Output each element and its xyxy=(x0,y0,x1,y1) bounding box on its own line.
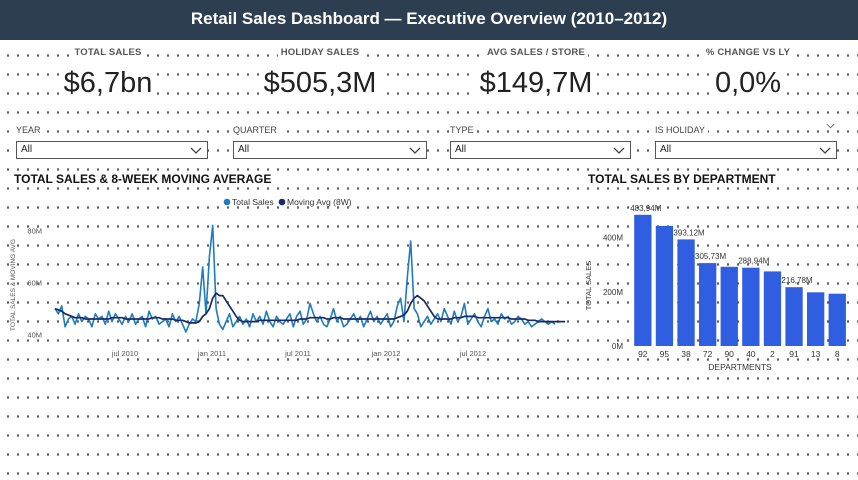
x-tick-label: 38 xyxy=(681,349,691,359)
slicer-is-holiday: IS HOLIDAY All xyxy=(655,120,837,159)
bar-dept-38[interactable] xyxy=(677,239,695,346)
year-dropdown[interactable]: All xyxy=(16,141,208,159)
kpi-label: TOTAL SALES xyxy=(71,47,145,58)
x-tick-label: 72 xyxy=(703,349,713,359)
legend-marker-total-sales xyxy=(223,198,231,206)
bar-dept-40[interactable] xyxy=(742,267,760,346)
kpi-value: 0,0% xyxy=(710,67,786,100)
x-tick-label: 13 xyxy=(811,349,821,359)
dropdown-value: All xyxy=(21,144,33,155)
x-tick-label: 95 xyxy=(660,349,670,359)
dropdown-value: All xyxy=(660,144,672,155)
x-axis-ticks: 92 95 38 72 90 40 2 91 13 8 xyxy=(638,349,840,359)
data-label: 393,12M xyxy=(673,228,704,237)
x-tick-label: 2 xyxy=(770,349,775,359)
quarter-dropdown[interactable]: All xyxy=(233,141,427,159)
x-tick-label: jul 2012 xyxy=(459,349,486,358)
dropdown-value: All xyxy=(238,144,250,155)
chevron-down-icon xyxy=(409,147,421,154)
slicer-label: YEAR xyxy=(16,125,44,138)
x-tick-label: jul 2010 xyxy=(111,349,138,358)
kpi-card-holiday-sales: HOLIDAY SALES $505,3M xyxy=(213,42,427,100)
slicer-label: IS HOLIDAY xyxy=(655,125,708,138)
x-axis-ticks: jul 2010 jan 2011 jul 2011 jan 2012 jul 2012 xyxy=(111,349,486,358)
kpi-label: AVG SALES / STORE xyxy=(483,47,589,58)
bar-dept-72[interactable] xyxy=(699,263,717,346)
series-line-total-sales[interactable] xyxy=(54,224,556,333)
kpi-card-avg-sales-store: AVG SALES / STORE $149,7M xyxy=(429,42,643,100)
type-dropdown[interactable]: All xyxy=(450,141,631,159)
y-tick-label: 400M xyxy=(603,234,623,243)
x-tick-label: 90 xyxy=(724,349,734,359)
x-tick-label: jul 2011 xyxy=(284,349,311,358)
y-axis-ticks: 0M 200M 400M xyxy=(603,234,623,351)
kpi-card-total-sales: TOTAL SALES $6,7bn xyxy=(1,42,215,100)
y-tick-label: 80M xyxy=(27,227,42,236)
sales-moving-avg-line-chart: Total Sales Moving Avg (8W) TOTAL SALES … xyxy=(10,197,566,358)
legend-label-total-sales[interactable]: Total Sales xyxy=(232,197,274,207)
bar-dept-92[interactable] xyxy=(634,214,652,346)
slicer-label: QUARTER xyxy=(233,125,280,138)
series-line-moving-avg[interactable] xyxy=(54,292,566,324)
slicer-year: YEAR All xyxy=(16,120,208,159)
x-tick-label: jan 2011 xyxy=(197,349,226,358)
y-tick-label: 60M xyxy=(27,279,42,288)
bar-chart-title: TOTAL SALES BY DEPARTMENT xyxy=(586,172,778,186)
data-label: 216,78M xyxy=(781,276,812,285)
data-label: 305,73M xyxy=(695,252,726,261)
legend-marker-moving-avg xyxy=(278,198,286,206)
slicer-quarter: QUARTER All xyxy=(233,120,427,159)
bar-dept-90[interactable] xyxy=(720,266,738,346)
x-tick-label: 91 xyxy=(789,349,799,359)
dashboard-title: Retail Sales Dashboard — Executive Overv… xyxy=(190,9,668,28)
is-holiday-dropdown[interactable]: All xyxy=(655,141,837,159)
data-labels: 483,94M 393,12M 305,73M 288,94M 216,78M xyxy=(630,204,813,285)
legend-label-moving-avg[interactable]: Moving Avg (8W) xyxy=(287,197,352,207)
bar-dept-91[interactable] xyxy=(785,287,803,346)
line-chart-title: TOTAL SALES & 8-WEEK MOVING AVERAGE xyxy=(12,172,274,186)
y-tick-label: 0M xyxy=(612,342,623,351)
y-tick-label: 200M xyxy=(603,288,623,297)
kpi-label: HOLIDAY SALES xyxy=(277,47,363,58)
y-tick-label: 40M xyxy=(27,331,42,340)
bar-chart-x-axis-label: DEPARTMENTS xyxy=(708,362,772,372)
x-tick-label: jan 2012 xyxy=(371,349,401,358)
bar-dept-13[interactable] xyxy=(807,292,825,346)
line-chart-y-axis-label: TOTAL SALES & MOVING AVG xyxy=(10,239,17,331)
chevron-down-icon xyxy=(190,147,202,154)
bar-chart-y-axis-label: TOTAL SALES xyxy=(584,261,593,310)
chevron-down-icon xyxy=(613,147,625,154)
kpi-value: $6,7bn xyxy=(59,67,157,100)
chevron-down-icon[interactable] xyxy=(826,121,835,130)
dashboard-title-bar: Retail Sales Dashboard — Executive Overv… xyxy=(0,0,858,40)
data-label: 483,94M xyxy=(630,204,661,213)
x-tick-label: 92 xyxy=(638,349,648,359)
y-axis-ticks: 40M 60M 80M xyxy=(27,227,42,340)
slicer-type: TYPE All xyxy=(450,120,631,159)
x-tick-label: 40 xyxy=(746,349,756,359)
bar-dept-2[interactable] xyxy=(763,271,782,346)
kpi-label: % CHANGE VS LY xyxy=(702,47,794,58)
bar-dept-95[interactable] xyxy=(655,225,674,346)
bar-dept-8[interactable] xyxy=(828,293,846,346)
x-tick-label: 8 xyxy=(835,349,840,359)
chart-legend: Total Sales Moving Avg (8W) xyxy=(223,197,352,207)
chevron-down-icon xyxy=(819,147,831,154)
kpi-value: $505,3M xyxy=(259,67,381,100)
kpi-value: $149,7M xyxy=(475,67,597,100)
dropdown-value: All xyxy=(455,144,467,155)
bars xyxy=(634,214,846,346)
data-label: 288,94M xyxy=(738,257,769,266)
sales-by-department-bar-chart: TOTAL SALES DEPARTMENTS 0M 200M 400M 92 95 3… xyxy=(584,204,846,372)
kpi-card-pct-change-ly: % CHANGE VS LY 0,0% xyxy=(641,42,855,100)
slicer-label: TYPE xyxy=(450,125,477,138)
